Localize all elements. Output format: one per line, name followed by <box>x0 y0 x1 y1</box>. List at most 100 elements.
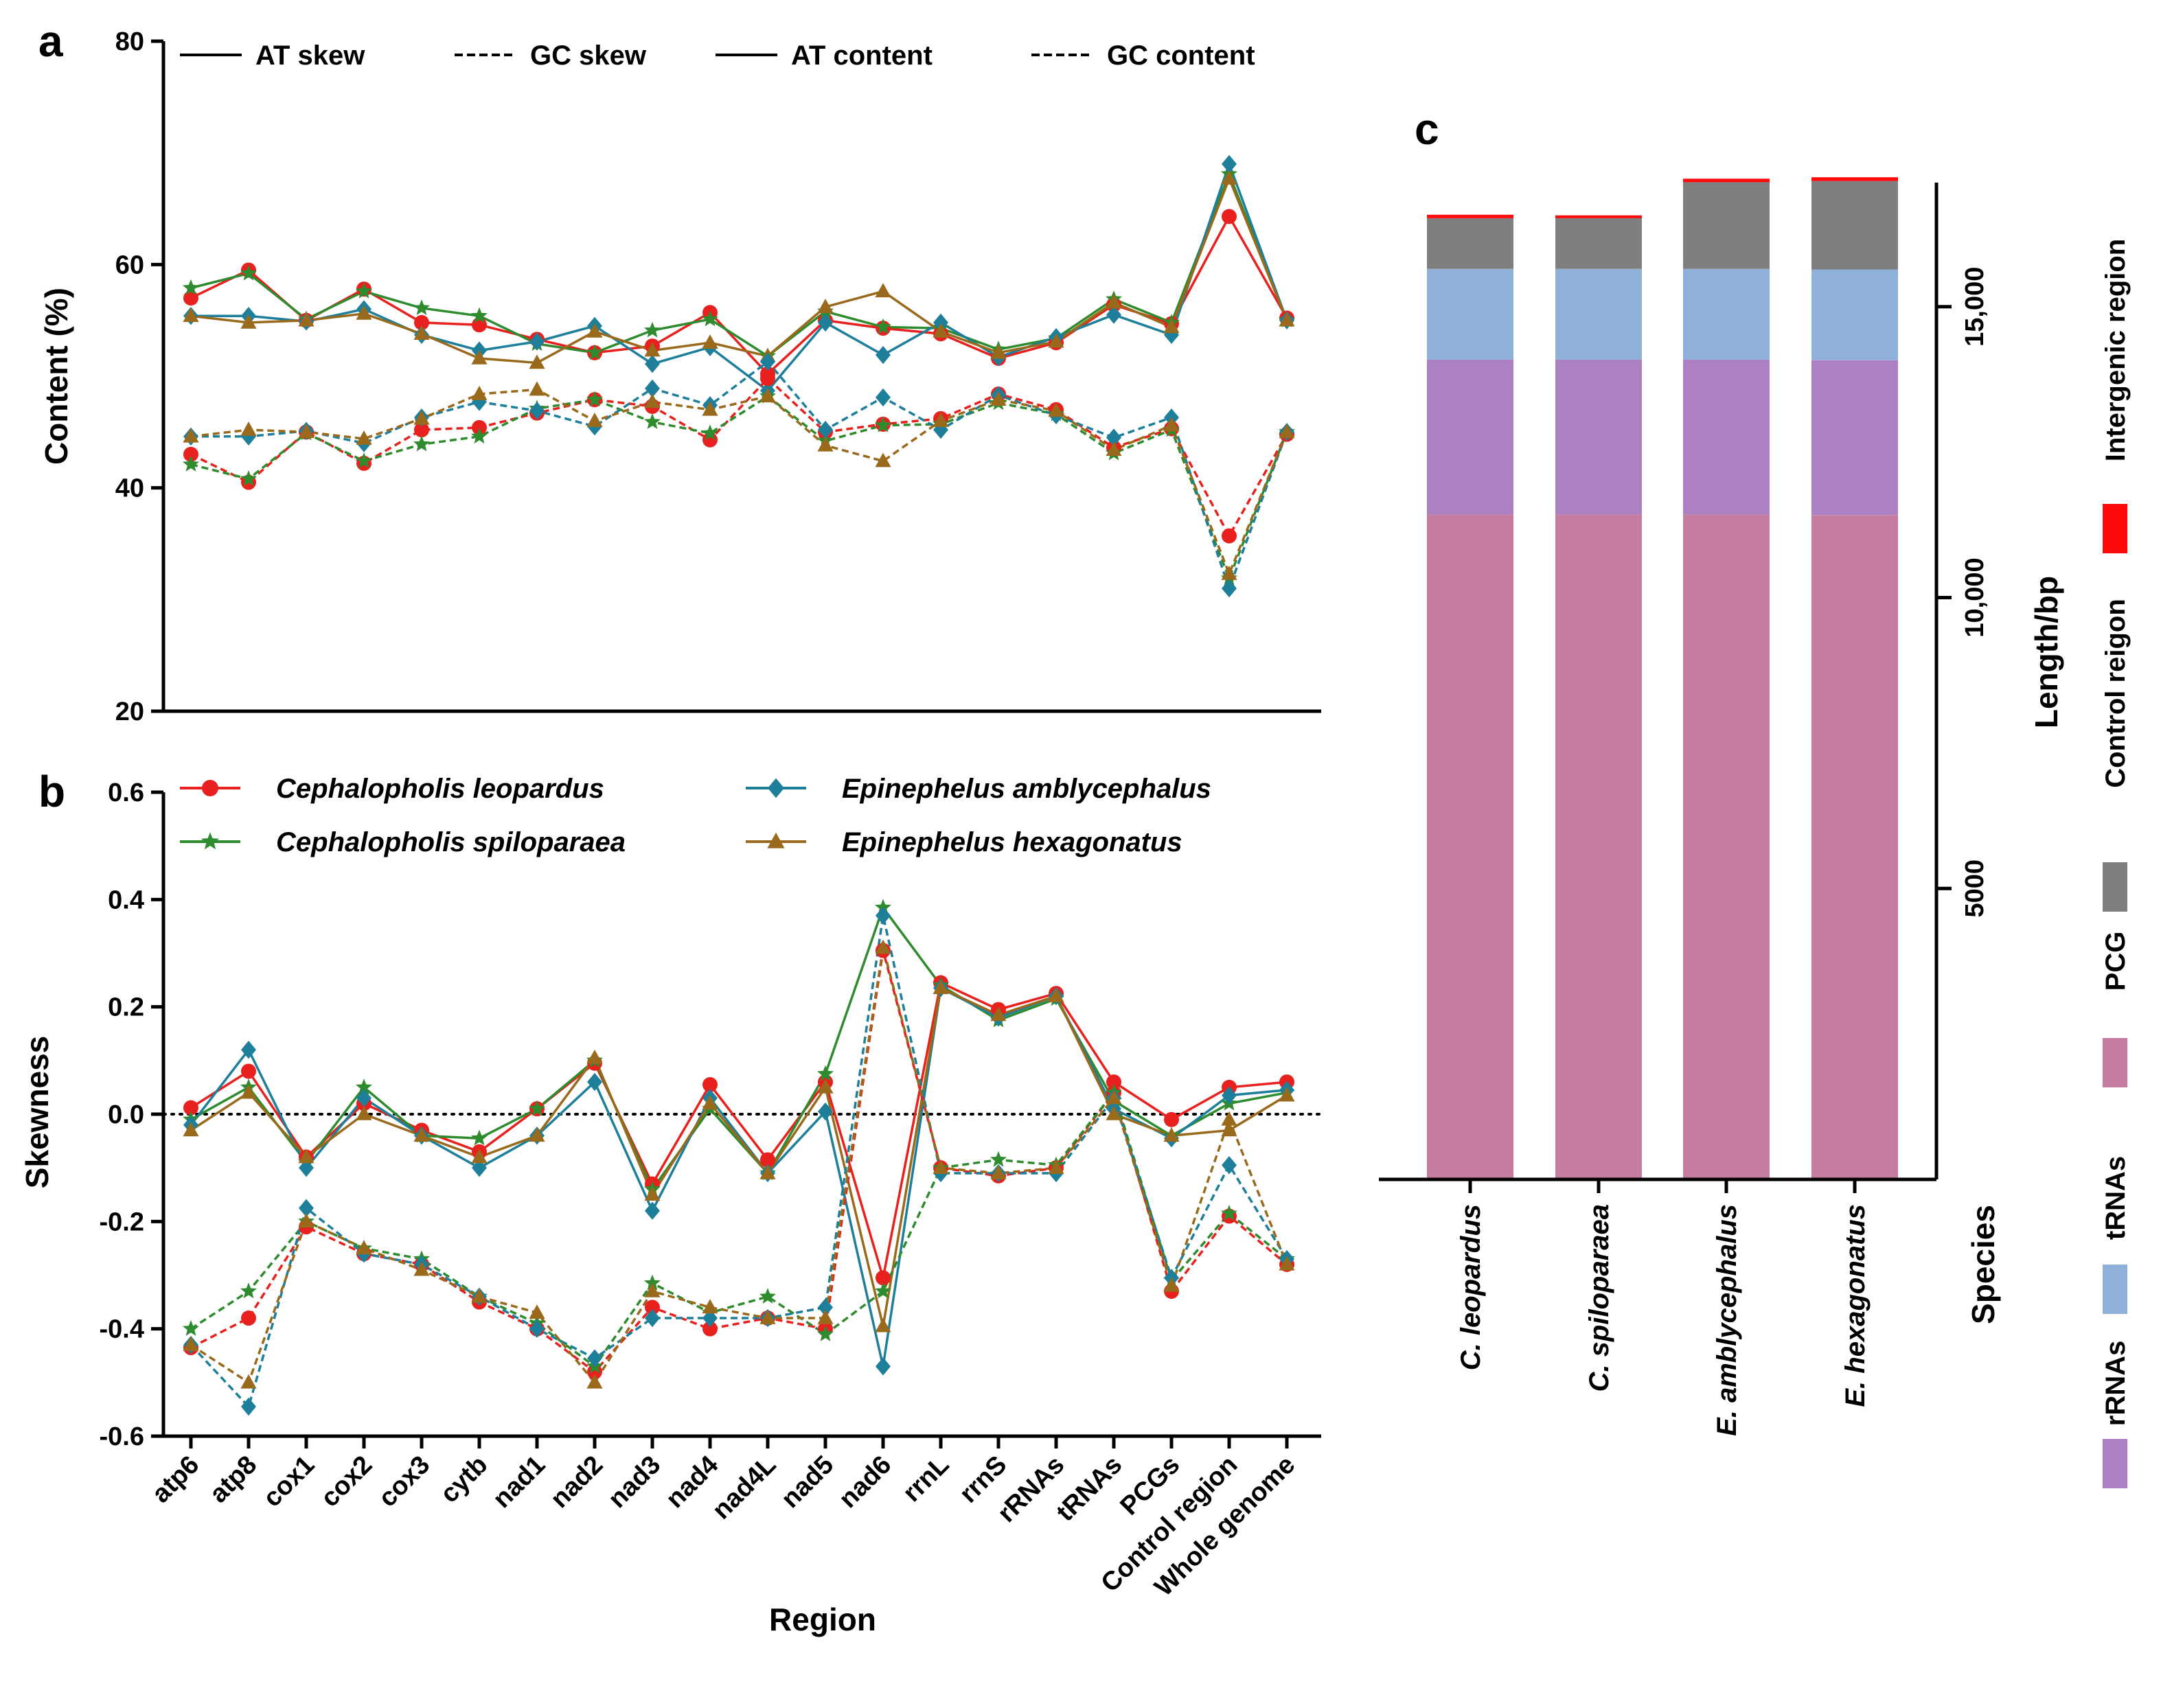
data-point-epinephelus-hexagonatus <box>586 1374 603 1389</box>
data-point-epinephelus-amblycephalus <box>529 332 545 351</box>
data-point-epinephelus-hexagonatus <box>298 1149 315 1164</box>
data-point-epinephelus-amblycephalus <box>818 313 833 332</box>
data-point-epinephelus-hexagonatus <box>990 344 1007 359</box>
data-point-epinephelus-hexagonatus <box>413 325 430 340</box>
series-line-cephalopholis-spiloparaea-gc-skew <box>190 1090 1288 1368</box>
data-point-epinephelus-hexagonatus <box>1279 312 1295 327</box>
series-line-epinephelus-amblycephalus-gc-skew <box>190 915 1288 1409</box>
data-point-cephalopholis-spiloparaea <box>183 455 199 472</box>
data-point-epinephelus-hexagonatus <box>356 1105 372 1120</box>
data-point-epinephelus-hexagonatus <box>240 1374 257 1389</box>
data-point-epinephelus-hexagonatus <box>1221 1122 1237 1137</box>
bar-segment-trnas <box>1683 268 1770 360</box>
series-line-epinephelus-hexagonatus-at-skew <box>190 986 1288 1327</box>
data-point-cephalopholis-leopardus <box>414 314 429 330</box>
data-point-epinephelus-hexagonatus <box>356 305 372 320</box>
data-point-epinephelus-hexagonatus <box>817 1309 834 1324</box>
data-point-epinephelus-hexagonatus <box>471 1288 488 1303</box>
data-point-epinephelus-amblycephalus <box>933 313 948 332</box>
y-tick-label: 10,000 <box>1960 557 1989 637</box>
data-point-cephalopholis-leopardus <box>241 1311 256 1326</box>
data-point-cephalopholis-spiloparaea <box>759 1288 776 1304</box>
x-tick-label: C. leopardus <box>1456 1204 1486 1370</box>
data-point-epinephelus-hexagonatus <box>1048 402 1064 417</box>
data-point-epinephelus-hexagonatus <box>1048 987 1064 1002</box>
legend-label: GC content <box>1107 41 1255 71</box>
data-point-epinephelus-amblycephalus <box>587 1072 602 1092</box>
data-point-epinephelus-amblycephalus <box>529 1319 545 1338</box>
data-point-epinephelus-hexagonatus <box>875 1317 891 1332</box>
bar-segment-intergenic-region <box>1427 214 1513 218</box>
x-axis-title: Species <box>1965 1205 2001 1324</box>
data-point-cephalopholis-leopardus <box>414 422 429 438</box>
x-tick-label: tRNAs <box>1051 1451 1128 1527</box>
data-point-epinephelus-hexagonatus <box>644 1186 661 1201</box>
legend-swatch-rrnas <box>2103 1439 2127 1488</box>
data-point-epinephelus-amblycephalus <box>299 1158 314 1177</box>
x-tick-label: cox3 <box>373 1451 435 1513</box>
data-point-epinephelus-hexagonatus <box>1048 1159 1064 1174</box>
data-point-epinephelus-hexagonatus <box>298 1213 315 1228</box>
data-point-epinephelus-amblycephalus <box>818 420 833 439</box>
data-point-cephalopholis-spiloparaea <box>875 416 891 432</box>
y-axis-title: Length/bp <box>2028 576 2064 728</box>
data-point-cephalopholis-spiloparaea <box>702 310 718 327</box>
data-point-epinephelus-amblycephalus <box>1222 154 1237 174</box>
data-point-epinephelus-amblycephalus <box>241 1397 256 1416</box>
data-point-epinephelus-hexagonatus <box>1221 170 1237 185</box>
data-point-cephalopholis-leopardus <box>702 1077 718 1093</box>
data-point-epinephelus-hexagonatus <box>933 323 949 338</box>
data-point-cephalopholis-spiloparaea <box>875 1282 891 1299</box>
data-point-cephalopholis-leopardus <box>472 419 487 435</box>
y-tick-label: -0.2 <box>100 1208 144 1236</box>
legend-label: Epinephelus amblycephalus <box>842 774 1211 804</box>
data-point-epinephelus-hexagonatus <box>759 388 776 403</box>
data-point-cephalopholis-spiloparaea <box>817 1325 834 1341</box>
data-point-cephalopholis-spiloparaea <box>586 391 603 407</box>
data-point-cephalopholis-spiloparaea <box>413 435 430 452</box>
panel-letter-a: a <box>38 16 63 66</box>
data-point-epinephelus-hexagonatus <box>875 452 891 468</box>
legend-marker <box>767 832 785 849</box>
data-point-cephalopholis-leopardus <box>645 1300 660 1315</box>
data-point-cephalopholis-spiloparaea <box>586 344 603 360</box>
bar-segment-intergenic-region <box>1555 215 1642 218</box>
x-tick-label: nad1 <box>488 1451 551 1514</box>
data-point-epinephelus-hexagonatus <box>471 385 488 400</box>
x-tick-label: nad3 <box>603 1451 666 1514</box>
series-line-cephalopholis-spiloparaea-at-skew <box>190 905 1288 1192</box>
bar-segment-pcg <box>1683 514 1770 1179</box>
series-line-cephalopholis-leopardus-gc-content <box>190 376 1288 539</box>
data-point-epinephelus-hexagonatus <box>1279 424 1295 439</box>
data-point-epinephelus-hexagonatus <box>702 334 718 349</box>
series-line-epinephelus-amblycephalus-at-skew <box>190 986 1288 1367</box>
x-tick-label: cytb <box>435 1451 493 1509</box>
data-point-cephalopholis-leopardus <box>1106 1074 1121 1090</box>
data-point-epinephelus-amblycephalus <box>876 906 891 925</box>
data-point-epinephelus-amblycephalus <box>818 1298 833 1317</box>
series-line-cephalopholis-spiloparaea-gc-content <box>190 395 1288 582</box>
x-tick-label: cox2 <box>315 1451 378 1513</box>
data-point-cephalopholis-leopardus <box>1222 209 1237 224</box>
data-point-cephalopholis-leopardus <box>587 1364 602 1380</box>
x-axis-title: Region <box>769 1602 876 1637</box>
data-point-cephalopholis-spiloparaea <box>471 307 488 323</box>
x-tick-label: C. spiloparaea <box>1584 1204 1614 1392</box>
y-tick-label: 20 <box>115 697 144 726</box>
x-tick-label: rrnL <box>897 1451 954 1508</box>
data-point-epinephelus-amblycephalus <box>1106 305 1121 324</box>
series-line-epinephelus-amblycephalus-at-content <box>191 160 1288 393</box>
data-point-epinephelus-amblycephalus <box>1222 1086 1237 1105</box>
data-point-epinephelus-hexagonatus <box>413 1261 430 1276</box>
data-point-epinephelus-hexagonatus <box>933 412 949 427</box>
data-point-epinephelus-hexagonatus <box>759 1309 776 1324</box>
data-point-epinephelus-amblycephalus <box>472 1158 487 1177</box>
y-axis-title: Content (%) <box>38 288 74 465</box>
series-line-cephalopholis-spiloparaea-at-content <box>190 170 1288 358</box>
legend-label: Control reigon <box>2101 599 2131 788</box>
bar-segment-intergenic-region <box>1683 178 1770 183</box>
bar-segment-rrnas <box>1811 360 1898 516</box>
data-point-cephalopholis-spiloparaea <box>529 1100 545 1116</box>
data-point-epinephelus-amblycephalus <box>645 354 660 373</box>
